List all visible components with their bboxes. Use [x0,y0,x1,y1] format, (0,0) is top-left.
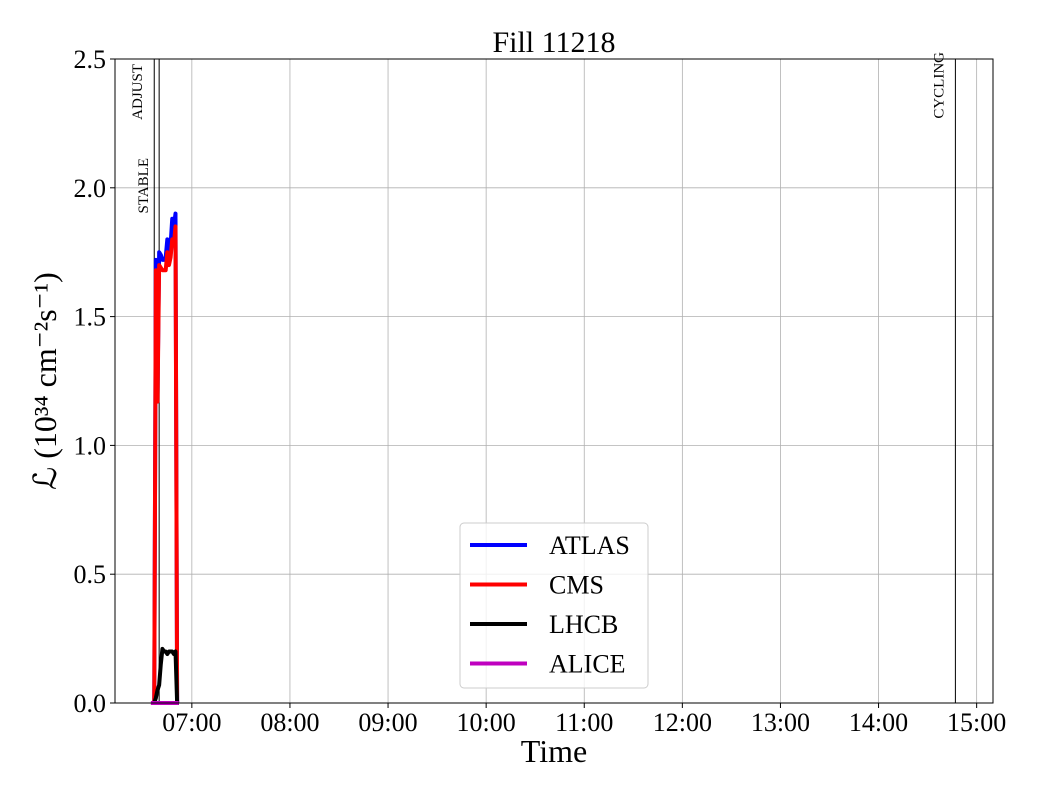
y-tick-label: 2.0 [74,174,107,203]
series-line [150,224,180,705]
y-axis-label: ℒ (10³⁴ cm⁻²s⁻¹) [27,272,63,490]
x-tick-label: 13:00 [751,708,810,737]
y-tick-label: 0.5 [74,560,107,589]
legend-label: ATLAS [549,531,630,560]
x-tick-label: 11:00 [555,708,613,737]
legend-box [459,522,649,689]
x-tick-label: 14:00 [849,708,908,737]
x-tick-label: 15:00 [947,708,1006,737]
y-tick-label: 0.0 [74,689,107,718]
series-line [150,646,180,705]
annotation-label: STABLE [136,158,152,213]
x-axis-label: Time [521,733,587,769]
y-tick-label: 2.5 [74,45,107,74]
chart-title: Fill 11218 [492,26,615,59]
x-tick-label: 07:00 [162,708,221,737]
x-tick-label: 08:00 [260,708,319,737]
x-tick-label: 10:00 [457,708,516,737]
legend-label: CMS [549,571,604,600]
annotation-label: CYCLING [931,52,947,119]
y-tick-label: 1.0 [74,431,107,460]
annotation-label: ADJUST [130,64,146,120]
legend-label: LHCB [549,610,618,639]
legend-label: ALICE [549,650,626,679]
x-tick-label: 12:00 [653,708,712,737]
y-tick-label: 1.5 [74,303,107,332]
plot-frame [114,58,994,704]
x-tick-label: 09:00 [358,708,417,737]
